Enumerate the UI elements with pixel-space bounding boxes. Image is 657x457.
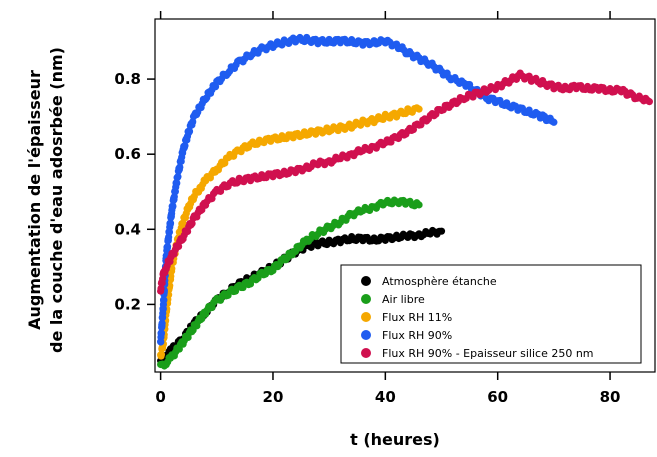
- series-layer: [157, 33, 653, 370]
- data-point: [181, 142, 189, 150]
- data-point: [157, 329, 166, 337]
- y-tick-label: 0.2: [114, 295, 141, 313]
- data-point: [550, 118, 558, 126]
- data-point: [169, 202, 177, 210]
- legend-marker: [361, 312, 371, 322]
- data-point: [415, 201, 423, 209]
- series-4: [157, 33, 558, 346]
- data-point: [211, 83, 220, 91]
- legend-marker: [361, 276, 371, 286]
- legend-label: Air libre: [382, 293, 425, 306]
- x-tick-label: 60: [487, 388, 508, 406]
- x-axis-ticks: 0 20 40 60 80: [155, 11, 620, 406]
- legend-marker: [361, 348, 371, 358]
- x-tick-label: 80: [600, 388, 621, 406]
- data-point: [176, 163, 184, 171]
- data-point: [645, 98, 653, 106]
- legend-label: Flux RH 11%: [382, 311, 452, 324]
- y-tick-label: 0.4: [114, 220, 141, 238]
- y-axis-ticks: 0.2 0.4 0.6 0.8: [114, 70, 155, 313]
- data-point: [415, 105, 423, 113]
- x-tick-label: 20: [263, 388, 284, 406]
- legend: Atmosphère étanche Air libre Flux RH 11% Fl…: [340, 264, 642, 364]
- data-point: [157, 284, 165, 293]
- legend-label: Flux RH 90% - Epaisseur silice 250 nm: [382, 347, 594, 360]
- legend-box: [340, 264, 642, 364]
- data-point: [174, 172, 182, 181]
- x-axis-title: t (heures): [350, 430, 440, 449]
- x-tick-label: 40: [375, 388, 396, 406]
- y-axis-title-line-2: de la couche d'eau adosrbée (nm): [47, 47, 66, 353]
- legend-label: Flux RH 90%: [382, 329, 452, 342]
- y-tick-label: 0.6: [114, 145, 141, 163]
- data-point: [166, 219, 175, 227]
- data-point: [158, 319, 166, 327]
- plot-frame: [154, 18, 656, 373]
- series-2: [157, 196, 423, 370]
- legend-marker: [361, 330, 371, 340]
- data-point: [160, 296, 168, 304]
- legend-label: Atmosphère étanche: [382, 275, 497, 288]
- legend-marker: [361, 294, 371, 304]
- data-point: [157, 350, 166, 359]
- series-5: [157, 69, 653, 295]
- x-tick-label: 0: [155, 388, 165, 406]
- data-point: [437, 227, 446, 235]
- y-axis-title-line-1: Augmentation de l'épaisseur: [25, 70, 44, 330]
- data-point: [173, 179, 181, 187]
- y-tick-label: 0.8: [114, 70, 141, 88]
- data-point: [163, 242, 172, 251]
- data-point: [179, 219, 187, 227]
- data-point: [185, 127, 194, 135]
